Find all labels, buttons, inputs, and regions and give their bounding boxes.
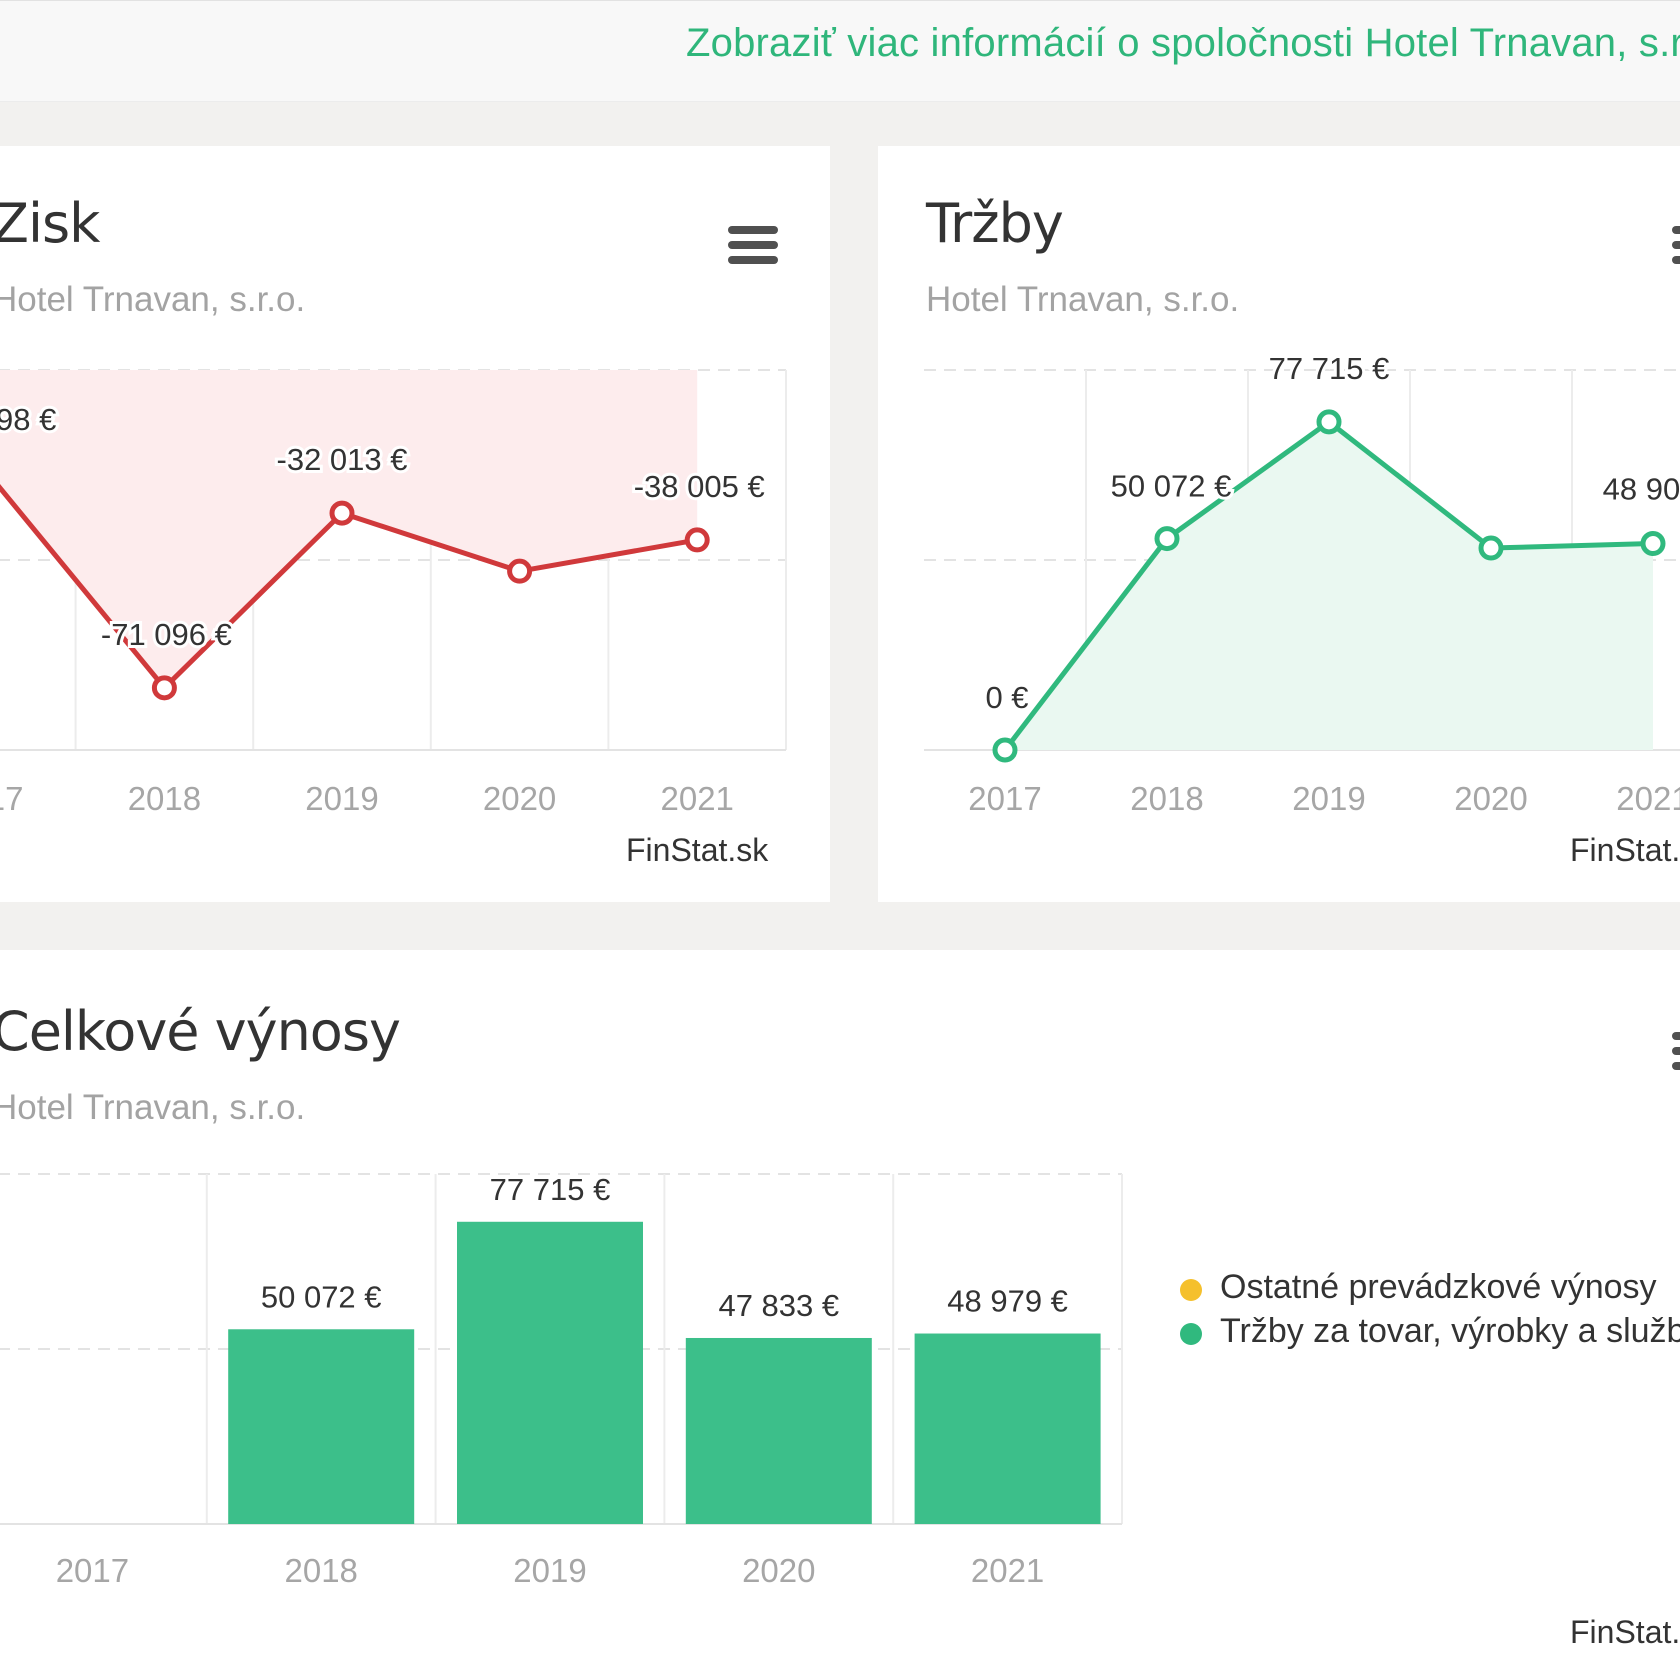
chart-title: Zisk <box>0 192 100 255</box>
data-label: -22 798 € <box>0 402 56 437</box>
hamburger-menu-icon[interactable] <box>728 224 778 266</box>
data-label: 77 715 € <box>1269 351 1390 386</box>
bar <box>457 1221 643 1524</box>
x-tick-label: 2020 <box>483 780 556 817</box>
trzby-line-chart: 0 € 50 072 € 77 715 € 48 903 € 2017 2018 2019 2… <box>924 348 1680 817</box>
chart-title: Tržby <box>926 192 1064 255</box>
data-label: 0 € <box>985 680 1028 715</box>
x-tick-label: 2019 <box>513 1552 586 1589</box>
x-tick-label: 2021 <box>660 780 733 817</box>
chart-subtitle: Hotel Trnavan, s.r.o. <box>0 1088 306 1127</box>
celkove-vynosy-bar-chart: 2017 50 072 € 2018 77 715 € 2019 47 833 € 2020… <box>0 1172 1123 1589</box>
chart-subtitle: Hotel Trnavan, s.r.o. <box>926 280 1240 319</box>
data-label: 50 072 € <box>261 1279 382 1314</box>
hamburger-menu-icon[interactable] <box>1672 1030 1680 1072</box>
x-tick-label: 2019 <box>1292 780 1365 817</box>
x-tick-label: 2021 <box>1616 780 1680 817</box>
more-info-link[interactable]: Zobraziť viac informácií o spoločnosti H… <box>686 21 1680 65</box>
x-tick-label: 2020 <box>742 1552 815 1589</box>
top-bar: Zobraziť viac informácií o spoločnosti H… <box>0 0 1680 102</box>
chart-card-celkove-vynosy: Celkové výnosy Hotel Trnavan, s.r.o. 201… <box>0 950 1680 1680</box>
hamburger-menu-icon[interactable] <box>1672 224 1680 266</box>
data-label: -71 096 € <box>101 617 232 652</box>
data-point <box>1640 531 1666 557</box>
chart-title: Celkové výnosy <box>0 1000 401 1063</box>
data-point <box>151 675 177 701</box>
data-point <box>507 558 533 584</box>
bar <box>914 1333 1101 1524</box>
data-label: 50 072 € <box>1111 469 1232 504</box>
data-point <box>1154 526 1180 552</box>
data-label: 47 833 € <box>718 1288 839 1323</box>
legend-label: Tržby za tovar, výrobky a služby <box>1220 1312 1680 1350</box>
bar <box>228 1329 415 1524</box>
data-label: -38 005 € <box>634 469 765 504</box>
x-tick-label: 2018 <box>284 1552 357 1589</box>
legend-marker-icon <box>1180 1323 1202 1345</box>
data-point <box>1478 535 1504 561</box>
data-point <box>1316 409 1342 435</box>
data-point <box>992 737 1018 763</box>
bar <box>685 1337 872 1524</box>
x-tick-label: 2019 <box>305 780 378 817</box>
x-tick-label: 2017 <box>56 1552 129 1589</box>
data-label: 48 903 € <box>1603 472 1680 507</box>
x-tick-label: 2018 <box>128 780 201 817</box>
data-point <box>684 527 710 553</box>
chart-subtitle: Hotel Trnavan, s.r.o. <box>0 280 306 319</box>
data-point <box>329 500 355 526</box>
chart-card-zisk: Zisk Hotel Trnavan, s.r.o. -22 798 € -71 … <box>0 146 830 902</box>
legend-marker-icon <box>1180 1279 1202 1301</box>
data-label: 48 979 € <box>947 1284 1068 1319</box>
finstat-credit-link[interactable]: FinStat.sk <box>626 832 769 868</box>
x-tick-label: 2017 <box>0 780 24 817</box>
x-tick-label: 2020 <box>1454 780 1527 817</box>
x-tick-label: 2017 <box>968 780 1041 817</box>
series-area <box>1005 421 1653 750</box>
finstat-credit-link[interactable]: FinStat.sk <box>1570 832 1680 868</box>
chart-card-trzby: Tržby Hotel Trnavan, s.r.o. 0 € 50 072 € 7… <box>878 146 1680 902</box>
legend-label: Ostatné prevádzkové výnosy <box>1220 1268 1657 1306</box>
series-area <box>0 370 698 688</box>
x-tick-label: 2021 <box>971 1552 1044 1589</box>
zisk-line-chart: -22 798 € -71 096 € -32 013 € -38 005 € 2017… <box>0 369 787 817</box>
finstat-credit-link[interactable]: FinStat.sk <box>1570 1614 1680 1650</box>
data-label: -32 013 € <box>277 442 408 477</box>
data-label: 77 715 € <box>490 1172 611 1207</box>
x-tick-label: 2018 <box>1130 780 1203 817</box>
